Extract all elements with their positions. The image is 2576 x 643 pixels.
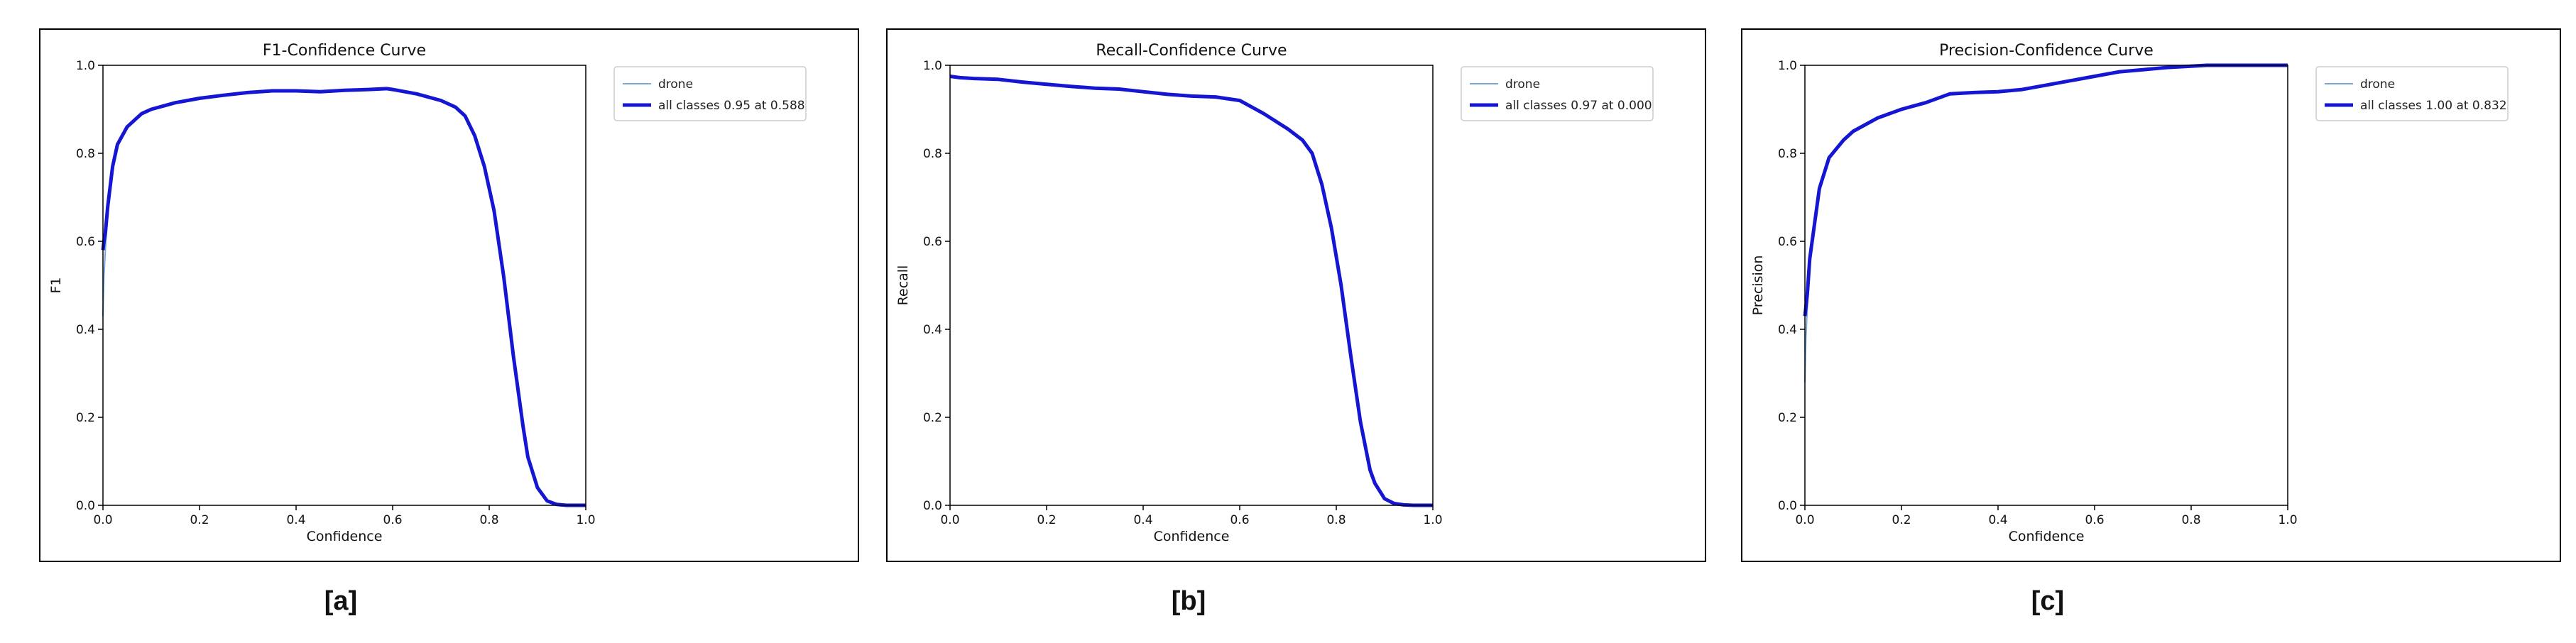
y-tick-label: 0.6 <box>1778 235 1797 249</box>
y-tick-label: 0.2 <box>76 411 95 425</box>
x-tick-label: 0.2 <box>1037 513 1056 527</box>
series-line-0 <box>1804 65 2288 383</box>
x-tick-label: 0.4 <box>1133 513 1152 527</box>
y-tick-label: 0.0 <box>923 499 942 513</box>
x-tick-label: 1.0 <box>1423 513 1442 527</box>
panel-label-c: [c] <box>2031 586 2065 616</box>
plot-frame <box>102 65 586 506</box>
y-axis-label: F1 <box>48 277 64 293</box>
x-tick-label: 0.4 <box>286 513 305 527</box>
x-tick-label: 0.8 <box>1326 513 1346 527</box>
legend-label-0: drone <box>2360 77 2395 92</box>
series-line-1 <box>949 75 1433 507</box>
x-tick-label: 0.0 <box>1795 513 1814 527</box>
legend-label-1: all classes 0.95 at 0.588 <box>658 99 805 113</box>
legend-label-0: drone <box>1505 77 1540 92</box>
chart-c-svg: Precision-Confidence Curve 0.0 0.2 0.4 0.6 0.… <box>1750 42 2509 544</box>
panel-label-b: [b] <box>1171 586 1206 616</box>
y-tick-label: 0.4 <box>76 323 95 337</box>
legend-box <box>2315 66 2509 121</box>
x-tick-label: 0.8 <box>2181 513 2200 527</box>
x-tick-label: 0.2 <box>1892 513 1911 527</box>
chart-panel-b: Recall-Confidence Curve 0.0 0.2 0.4 0.6 0.8 1.… <box>886 28 1706 562</box>
y-tick-label: 0.6 <box>923 235 942 249</box>
y-tick-label: 0.0 <box>76 499 95 513</box>
legend-box <box>1461 66 1654 121</box>
x-axis-label: Confidence <box>1154 529 1230 544</box>
legend-label-1: all classes 0.97 at 0.000 <box>1505 99 1652 113</box>
series-line-1 <box>1803 63 2288 317</box>
x-tick-label: 0.8 <box>479 513 498 527</box>
x-tick-label: 0.6 <box>383 513 402 527</box>
y-tick-label: 0.8 <box>76 147 95 161</box>
y-tick-label: 1.0 <box>76 59 95 73</box>
x-tick-label: 0.4 <box>1988 513 2007 527</box>
x-axis-label: Confidence <box>307 529 383 544</box>
chart-b-svg: Recall-Confidence Curve 0.0 0.2 0.4 0.6 0.8 1.… <box>895 42 1654 544</box>
y-tick-label: 0.6 <box>76 235 95 249</box>
chart-panel-c: Precision-Confidence Curve 0.0 0.2 0.4 0.6 0.… <box>1741 28 2561 562</box>
y-tick-label: 0.8 <box>923 147 942 161</box>
y-tick-label: 0.4 <box>1778 323 1797 337</box>
y-tick-label: 0.4 <box>923 323 942 337</box>
y-tick-label: 1.0 <box>1778 59 1797 73</box>
chart-title: F1-Confidence Curve <box>263 42 426 60</box>
x-tick-label: 1.0 <box>2278 513 2297 527</box>
legend-label-0: drone <box>658 77 693 92</box>
y-tick-label: 1.0 <box>923 59 942 73</box>
series-line-0 <box>102 87 586 506</box>
chart-panel-a: F1-Confidence Curve 0.0 0.2 0.4 0.6 0.8 1.0 0.0… <box>39 28 859 562</box>
y-axis-label: Recall <box>895 265 911 306</box>
x-tick-label: 0.2 <box>190 513 209 527</box>
x-tick-label: 0.0 <box>940 513 959 527</box>
chart-a-svg: F1-Confidence Curve 0.0 0.2 0.4 0.6 0.8 1.0 0.0… <box>48 42 807 544</box>
x-tick-label: 1.0 <box>576 513 595 527</box>
y-tick-label: 0.8 <box>1778 147 1797 161</box>
plot-frame <box>1804 65 2288 506</box>
legend-box <box>613 66 807 121</box>
chart-title: Recall-Confidence Curve <box>1096 42 1287 60</box>
plot-frame <box>949 65 1434 506</box>
y-axis-label: Precision <box>1750 255 1766 316</box>
y-tick-label: 0.2 <box>1778 411 1797 425</box>
legend-label-1: all classes 1.00 at 0.832 <box>2360 99 2507 113</box>
x-tick-label: 0.6 <box>2085 513 2104 527</box>
series-line-1 <box>101 87 586 507</box>
x-tick-label: 0.6 <box>1230 513 1249 527</box>
y-tick-label: 0.2 <box>923 411 942 425</box>
x-axis-label: Confidence <box>2009 529 2085 544</box>
panel-label-a: [a] <box>324 586 358 616</box>
chart-title: Precision-Confidence Curve <box>1939 42 2154 60</box>
y-tick-label: 0.0 <box>1778 499 1797 513</box>
x-tick-label: 0.0 <box>93 513 112 527</box>
series-line-0 <box>949 75 1433 506</box>
